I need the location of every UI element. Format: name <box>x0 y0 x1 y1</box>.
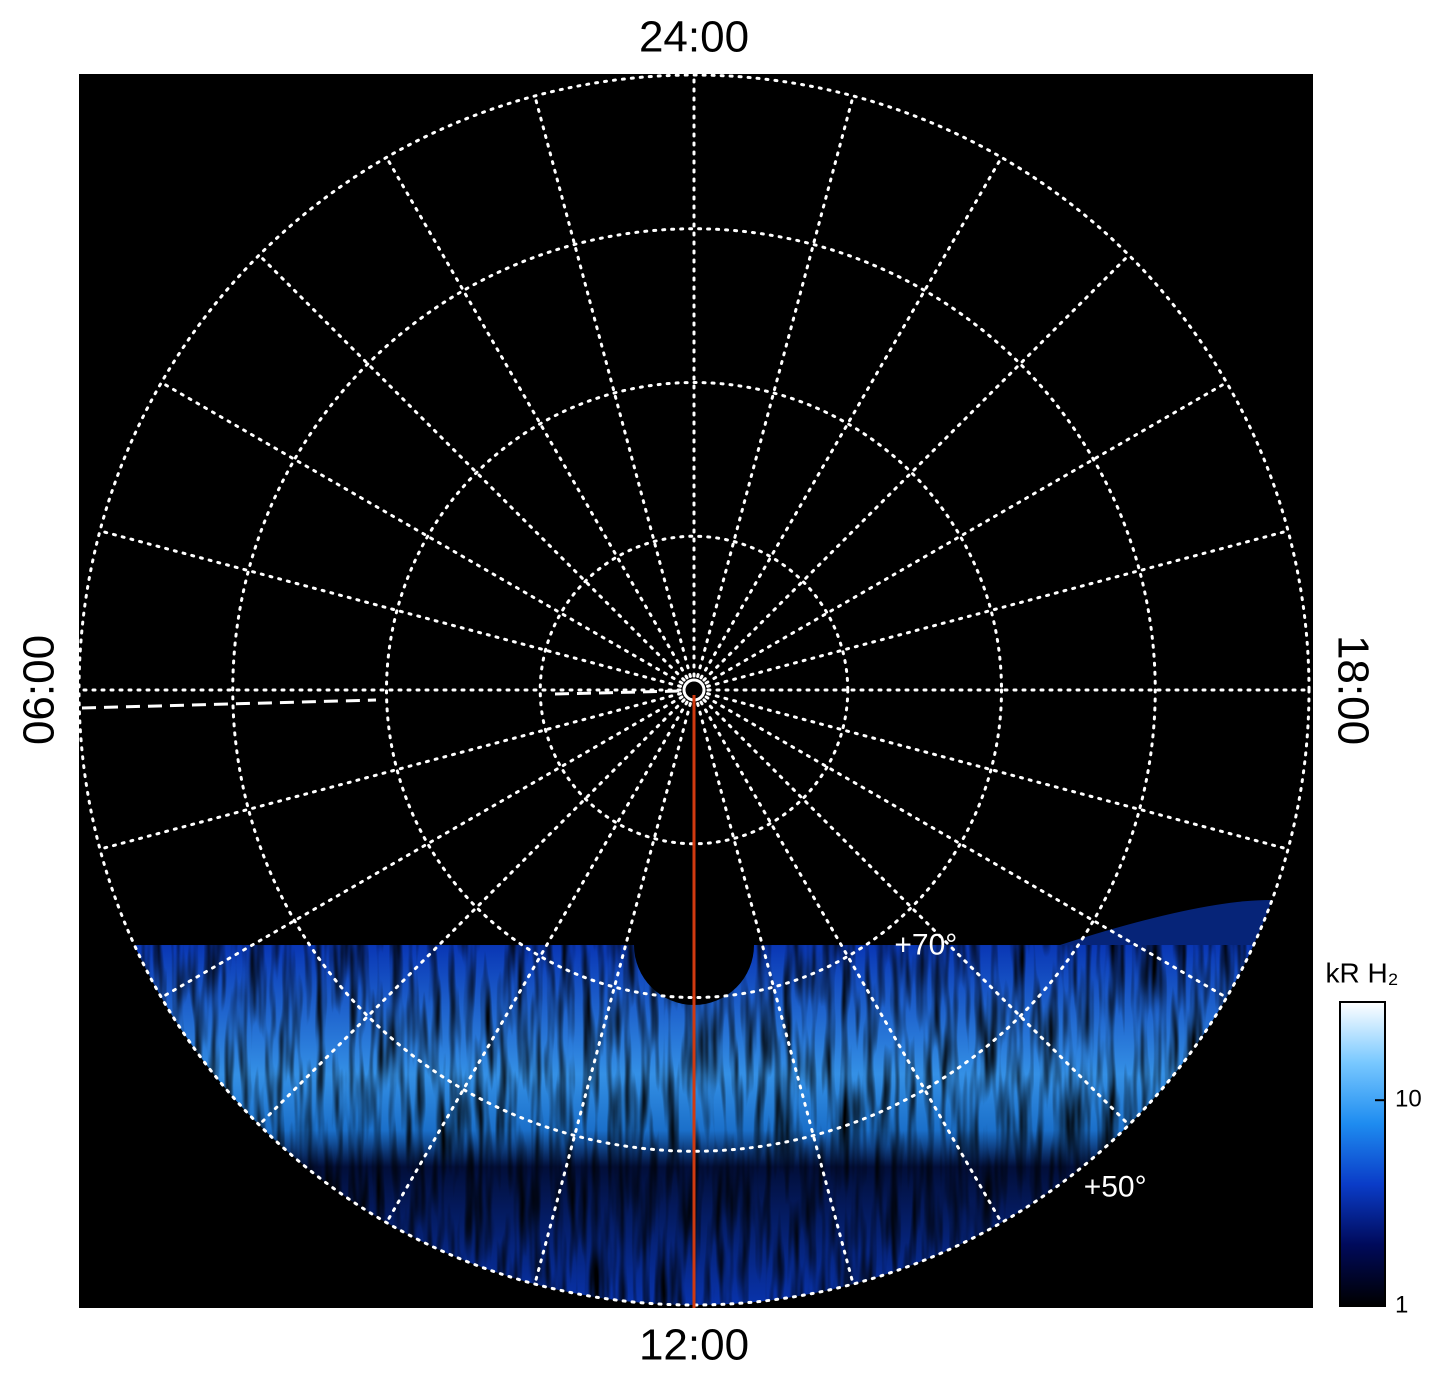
meridian-line <box>704 695 1229 999</box>
meridian-line <box>702 253 1131 682</box>
hour-label: 12:00 <box>639 1321 749 1370</box>
latitude-label: +70° <box>894 928 957 961</box>
hour-label: 18:00 <box>1328 635 1377 745</box>
colorbar-label: kR H₂ <box>1325 957 1398 988</box>
meridian-line <box>159 381 684 685</box>
meridian-line <box>257 253 686 682</box>
latitude-circle <box>538 534 850 846</box>
meridian-line <box>98 692 682 851</box>
meridian-line <box>385 155 689 680</box>
meridian-line <box>385 700 689 1225</box>
meridian-line <box>257 698 686 1127</box>
meridian-line <box>696 702 855 1286</box>
colorbar-tick-label: 1 <box>1395 1291 1408 1318</box>
meridian-line <box>159 695 684 999</box>
meridian-line <box>706 692 1290 851</box>
latitude-circle <box>385 381 1003 999</box>
meridian-line <box>704 381 1229 685</box>
colorbar-fill <box>1339 1001 1386 1307</box>
meridian-line <box>699 700 1003 1225</box>
meridian-line <box>702 698 1131 1127</box>
meridian-line <box>699 155 1003 680</box>
meridian-line <box>533 94 692 678</box>
meridian-line <box>706 529 1290 688</box>
latitude-label: +50° <box>1084 1171 1147 1204</box>
meridian-line <box>533 702 692 1286</box>
hour-label: 06:00 <box>15 635 64 745</box>
colorbar: 1 10 <box>1339 1001 1422 1318</box>
colorbar-tick-label: 10 <box>1395 1086 1422 1113</box>
meridian-line <box>98 529 682 688</box>
meridian-line <box>696 94 855 678</box>
hour-label: 24:00 <box>639 13 749 62</box>
dashed-line <box>81 698 377 710</box>
latitude-circle <box>231 227 1157 1153</box>
